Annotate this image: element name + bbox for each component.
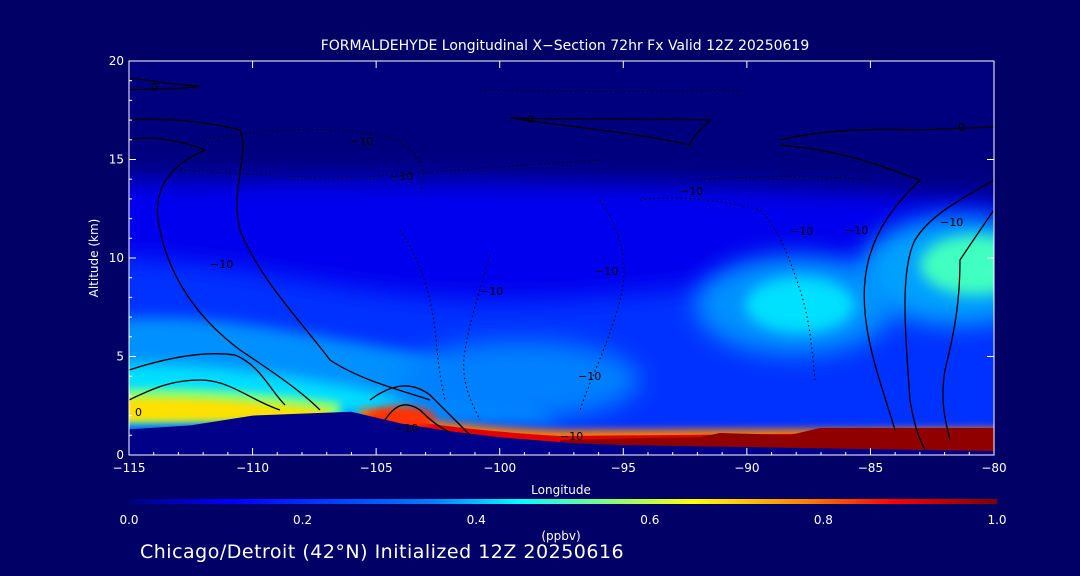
x-tick-label: −95 bbox=[611, 461, 636, 475]
colorbar-tick-label: 0.6 bbox=[640, 513, 659, 527]
y-tick-label: 15 bbox=[109, 153, 124, 167]
y-axis: 0 5 10 15 20 bbox=[109, 54, 994, 462]
x-tick-label: −80 bbox=[981, 461, 1006, 475]
contour-label: 0 bbox=[527, 113, 534, 126]
x-tick-label: −110 bbox=[236, 461, 269, 475]
x-tick-label: −115 bbox=[113, 461, 146, 475]
colorbar-tick-label: 1.0 bbox=[987, 513, 1006, 527]
contour-label: −10 bbox=[560, 430, 583, 443]
contour-label: −10 bbox=[790, 225, 813, 238]
upper-maximum-far-east-core bbox=[920, 235, 994, 295]
y-tick-label: 10 bbox=[109, 251, 124, 265]
colorbar-tick-label: 0.4 bbox=[467, 513, 486, 527]
concentration-field: 0 0 0 0 −10 −10 −10 −10 −10 −10 −10 −10 … bbox=[129, 61, 994, 455]
lightblue-mid bbox=[400, 340, 640, 420]
colorbar-tick-label: 0.2 bbox=[293, 513, 312, 527]
contour-label: −10 bbox=[210, 258, 233, 271]
terrain bbox=[129, 411, 994, 455]
colorbar bbox=[129, 499, 997, 504]
colorbar-ticks: 0.0 0.2 0.4 0.6 0.8 1.0 bbox=[119, 513, 1006, 527]
contour-label: 0 bbox=[151, 81, 158, 94]
y-tick-label: 5 bbox=[116, 350, 124, 364]
chart-title: FORMALDEHYDE Longitudinal X−Section 72hr… bbox=[321, 38, 810, 54]
y-tick-label: 0 bbox=[116, 448, 124, 462]
contour-label: −10 bbox=[845, 224, 868, 237]
colorbar-label: (ppbv) bbox=[541, 529, 580, 543]
x-tick-label: −85 bbox=[858, 461, 883, 475]
contour-label: −10 bbox=[940, 216, 963, 229]
contour-label: 0 bbox=[958, 121, 965, 134]
colorbar-tick-label: 0.8 bbox=[814, 513, 833, 527]
x-axis-label: Longitude bbox=[531, 483, 591, 497]
colorbar-tick-label: 0.0 bbox=[119, 513, 138, 527]
y-tick-label: 20 bbox=[109, 54, 124, 68]
contour-label: −10 bbox=[350, 135, 373, 148]
contour-label: −10 bbox=[680, 185, 703, 198]
contour-label: −10 bbox=[480, 285, 503, 298]
dotted-contours bbox=[179, 89, 871, 421]
x-tick-label: −100 bbox=[483, 461, 516, 475]
x-axis: −115 −110 −105 −100 −95 −90 −85 −80 bbox=[113, 61, 1007, 475]
footer-caption: Chicago/Detroit (42°N) Initialized 12Z 2… bbox=[140, 541, 625, 563]
upper-maximum-core bbox=[745, 277, 855, 333]
contour-label: −10 bbox=[578, 370, 601, 383]
contour-label: 0 bbox=[135, 406, 142, 419]
x-tick-label: −90 bbox=[734, 461, 759, 475]
y-axis-label: Altitude (km) bbox=[87, 219, 101, 298]
contour-labels: 0 0 0 0 −10 −10 −10 −10 −10 −10 −10 −10 … bbox=[135, 81, 965, 443]
contour-label: −10 bbox=[595, 265, 618, 278]
x-tick-label: −105 bbox=[360, 461, 393, 475]
contour-label: −10 bbox=[390, 170, 413, 183]
contours bbox=[129, 77, 994, 451]
contour-label: −10 bbox=[395, 422, 418, 435]
